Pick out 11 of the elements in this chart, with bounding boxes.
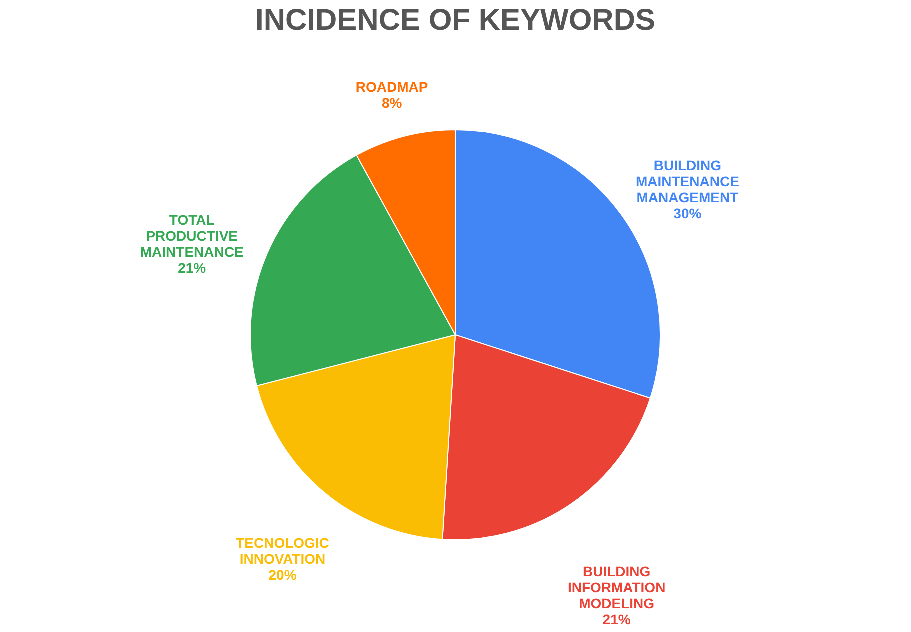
data-label: 21% (602, 611, 632, 628)
data-label: 21% (178, 260, 207, 276)
data-label: 20% (268, 566, 298, 583)
slice-label: BUILDING MAINTENANCE MANAGEMENT (636, 157, 740, 206)
data-label: 30% (674, 205, 702, 222)
slice-label: BUILDING INFORMATION MODELING (568, 563, 666, 612)
slice-label: TECNOLOGIC INNOVATION (236, 534, 330, 567)
chart-title: INCIDENCE OF KEYWORDS (255, 4, 656, 37)
data-label: 8% (382, 95, 403, 112)
slice-label: ROADMAP (356, 79, 428, 96)
slice-label: TOTAL PRODUCTIVE MAINTENANCE (140, 212, 244, 260)
